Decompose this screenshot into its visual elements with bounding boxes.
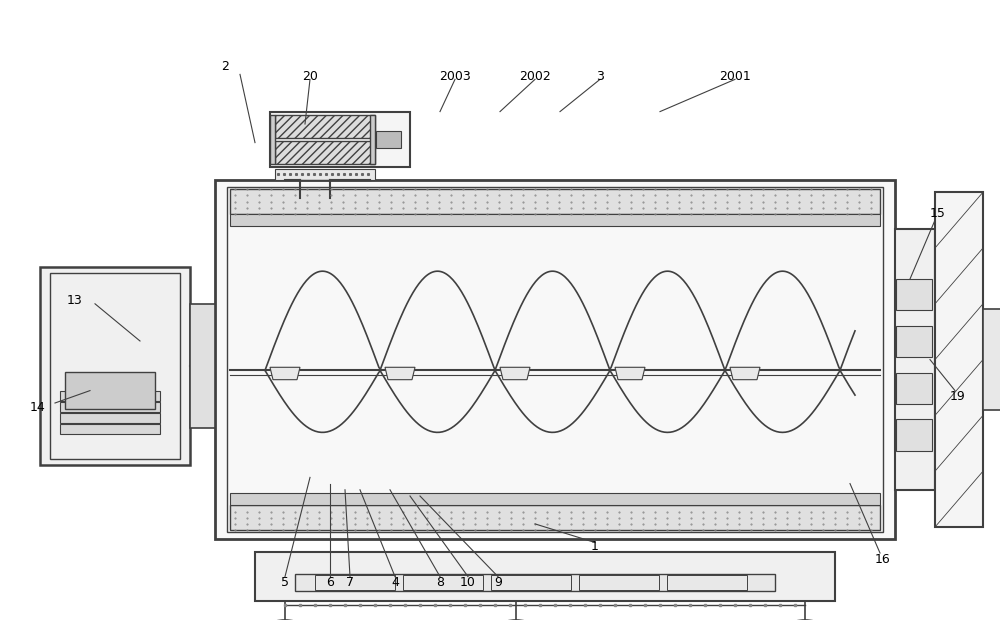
Text: 2003: 2003 <box>439 70 471 82</box>
Bar <box>370 115 375 164</box>
Bar <box>895 229 935 490</box>
Bar <box>190 304 215 428</box>
Text: 9: 9 <box>494 577 502 589</box>
Bar <box>896 279 932 310</box>
Bar <box>896 373 932 404</box>
Bar <box>935 192 983 527</box>
Text: 13: 13 <box>67 294 83 307</box>
Text: 5: 5 <box>281 577 289 589</box>
Polygon shape <box>730 367 760 379</box>
Bar <box>60 391 160 401</box>
Text: 6: 6 <box>326 577 334 589</box>
Bar <box>227 187 883 532</box>
Bar <box>275 169 375 180</box>
Bar <box>60 413 160 423</box>
Bar <box>230 505 880 530</box>
Bar <box>255 552 835 601</box>
Text: 20: 20 <box>302 70 318 82</box>
Text: 1: 1 <box>591 541 599 553</box>
Bar <box>491 575 571 590</box>
Bar <box>40 267 190 465</box>
Bar <box>295 574 775 591</box>
Text: 8: 8 <box>436 577 444 589</box>
Bar <box>50 273 180 459</box>
Bar <box>215 180 895 539</box>
Text: 16: 16 <box>875 553 891 565</box>
Bar <box>896 420 932 451</box>
Bar <box>376 131 401 148</box>
Bar <box>275 141 375 164</box>
Bar <box>270 112 410 167</box>
Text: 2001: 2001 <box>719 70 751 82</box>
Text: 14: 14 <box>30 401 46 414</box>
Text: 15: 15 <box>930 208 946 220</box>
Text: 10: 10 <box>460 577 476 589</box>
Text: 3: 3 <box>596 70 604 82</box>
Bar <box>896 326 932 357</box>
Bar <box>275 115 375 138</box>
Bar <box>270 115 275 164</box>
Text: 2: 2 <box>221 60 229 73</box>
Text: 19: 19 <box>950 391 966 403</box>
Polygon shape <box>615 367 645 379</box>
Polygon shape <box>500 367 530 379</box>
Text: 7: 7 <box>346 577 354 589</box>
Polygon shape <box>270 367 300 379</box>
Text: 2002: 2002 <box>519 70 551 82</box>
Bar <box>667 575 747 590</box>
Bar <box>315 575 395 590</box>
Bar <box>65 372 155 409</box>
Bar <box>60 424 160 434</box>
Polygon shape <box>385 367 415 379</box>
Bar <box>230 189 880 214</box>
Bar <box>230 493 880 505</box>
Bar <box>983 309 1000 410</box>
Bar <box>403 575 483 590</box>
Bar <box>60 402 160 412</box>
Bar <box>579 575 659 590</box>
Bar <box>230 214 880 226</box>
Text: 4: 4 <box>391 577 399 589</box>
